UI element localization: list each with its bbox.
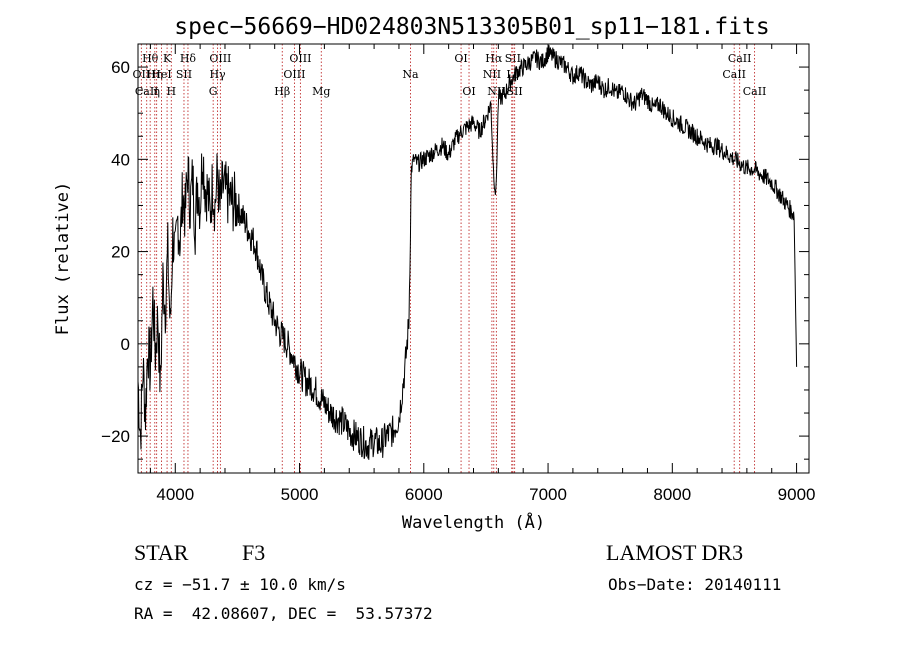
spectral-line-label: Mg — [312, 85, 330, 98]
spectral-line-label: OI — [462, 85, 475, 98]
y-tick-label: 60 — [111, 58, 130, 77]
spectral-line-label: CaII — [135, 85, 159, 98]
spectral-line-label: OIII — [209, 52, 231, 65]
spectral-line-label: Hθ — [142, 52, 159, 65]
spectral-line-label: CaII — [743, 85, 767, 98]
spectral-line-label: K — [163, 52, 172, 65]
spectral-line-label: Na — [402, 68, 419, 81]
spectral-line-label: G — [209, 85, 218, 98]
y-tick-label: 20 — [111, 243, 130, 262]
spectral-line-label: Hα — [485, 52, 503, 65]
spectral-line-label: OI — [454, 52, 467, 65]
y-tick-label: −20 — [101, 427, 130, 446]
spectral-line-label: H — [167, 85, 177, 98]
spectral-line-label: OIII — [283, 68, 305, 81]
spectral-line-label: Li — [506, 68, 517, 81]
spectral-line-label: η — [153, 85, 160, 98]
flux-line — [137, 45, 798, 460]
chart-title: spec−56669−HD024803N513305B01_sp11−181.f… — [174, 14, 769, 40]
spectral-line-label: CaII — [728, 52, 752, 65]
x-tick-label: 4000 — [156, 485, 194, 504]
object-class: STAR — [134, 540, 189, 565]
spectral-line-label: SII — [505, 52, 521, 65]
y-tick-label: 0 — [121, 335, 130, 354]
x-tick-label: 5000 — [281, 485, 319, 504]
y-axis-label: Flux (relative) — [53, 182, 73, 336]
x-axis-label: Wavelength (Å) — [402, 511, 545, 533]
spectral-line-label: Hγ — [209, 68, 226, 81]
redshift-cz: cz = −51.7 ± 10.0 km/s — [134, 575, 346, 594]
spectral-line-label: CaII — [722, 68, 746, 81]
axis-ticks: 4000 5000 6000 7000 8000 9000 −20 0 20 40 60 — [101, 43, 816, 504]
obs-date: Obs−Date: 20140111 — [608, 575, 782, 594]
plot-frame — [137, 43, 810, 474]
spectral-line-label: OII — [132, 68, 150, 81]
x-tick-label: 6000 — [405, 485, 443, 504]
ra-dec: RA = 42.08607, DEC = 53.57372 — [134, 604, 433, 623]
spectral-line-label: OIII — [289, 52, 311, 65]
survey-label: LAMOST DR3 — [606, 540, 744, 565]
y-tick-label: 40 — [111, 150, 130, 169]
spectral-line-label: SII — [176, 68, 192, 81]
x-tick-label: 8000 — [653, 485, 691, 504]
x-tick-label: 7000 — [529, 485, 567, 504]
spectral-line-label: Hδ — [180, 52, 197, 65]
flux-series-layer — [137, 45, 798, 460]
spectral-line-label: Hη — [147, 68, 163, 81]
spectral-line-label: Hβ — [274, 85, 290, 98]
object-subclass: F3 — [242, 540, 266, 565]
spectral-line-label: HeI — [151, 68, 171, 81]
spectral-line-label: NII — [483, 68, 501, 81]
x-tick-label: 9000 — [778, 485, 816, 504]
